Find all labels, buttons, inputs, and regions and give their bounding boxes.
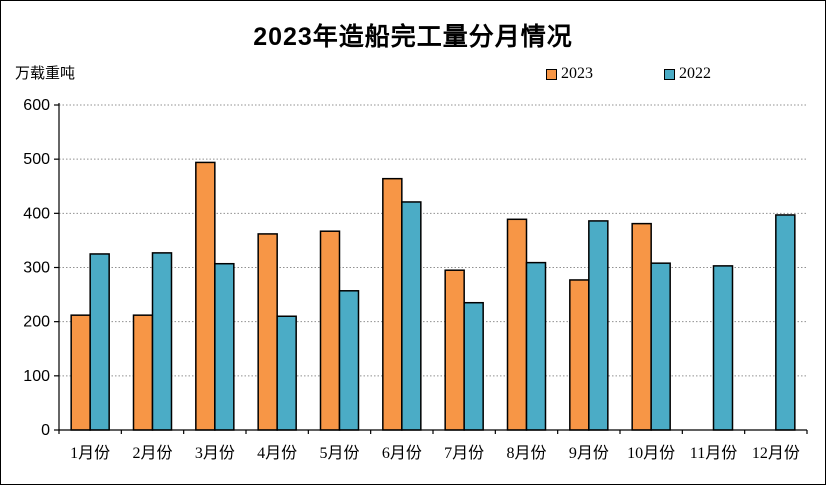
bar-2023-8月份	[506, 218, 528, 431]
bar-2022-3月份	[214, 262, 235, 431]
bar-2023-5月份	[319, 230, 341, 431]
x-category-label-11月份: 11月份	[690, 444, 737, 462]
x-category-label-5月份: 5月份	[319, 444, 359, 462]
y-axis-unit-label: 万载重吨	[15, 65, 76, 82]
bar-2023-6月份	[382, 177, 403, 431]
bar-2022-10月份	[650, 262, 671, 431]
x-category-label-4月份: 4月份	[257, 444, 297, 462]
x-category-label-10月份: 10月份	[627, 444, 675, 462]
y-tick-label-200: 200	[23, 314, 50, 331]
legend-item-2023: 2023	[546, 65, 593, 83]
bar-2022-11月份	[712, 265, 734, 431]
bar-2022-8月份	[525, 261, 547, 431]
bar-2022-5月份	[338, 290, 360, 431]
y-tick-label-400: 400	[23, 205, 50, 222]
bar-2023-2月份	[132, 314, 154, 431]
bar-2022-12月份	[775, 214, 796, 431]
bar-2022-6月份	[401, 201, 422, 431]
x-category-label-7月份: 7月份	[444, 444, 484, 462]
bar-2023-10月份	[631, 222, 652, 431]
y-tick-label-300: 300	[23, 260, 50, 277]
bar-2022-2月份	[151, 252, 173, 431]
y-tick-label-0: 0	[41, 422, 50, 439]
x-category-label-12月份: 12月份	[752, 444, 800, 462]
bar-2023-1月份	[70, 314, 91, 431]
bar-2023-9月份	[569, 279, 590, 431]
bar-2023-7月份	[444, 269, 465, 431]
x-category-label-6月份: 6月份	[382, 444, 422, 462]
bar-2022-7月份	[463, 301, 484, 431]
x-category-label-3月份: 3月份	[195, 444, 235, 462]
legend-item-2022: 2022	[664, 65, 711, 83]
legend-label-2023: 2023	[561, 65, 593, 82]
legend-label-2022: 2022	[679, 65, 711, 82]
y-tick-label-100: 100	[23, 368, 50, 385]
bar-2022-9月份	[588, 220, 609, 431]
legend-swatch-2023	[546, 68, 557, 80]
bar-2023-3月份	[195, 161, 216, 431]
x-category-label-8月份: 8月份	[506, 444, 546, 462]
chart-title: 2023年造船完工量分月情况	[253, 23, 573, 51]
bar-2022-4月份	[276, 315, 297, 431]
bar-2023-4月份	[257, 233, 278, 431]
y-tick-label-600: 600	[23, 97, 50, 114]
x-category-label-1月份: 1月份	[70, 444, 110, 462]
x-category-label-2月份: 2月份	[132, 444, 172, 462]
x-category-label-9月份: 9月份	[569, 444, 609, 462]
y-tick-label-500: 500	[23, 151, 50, 168]
legend-swatch-2022	[664, 68, 675, 80]
bar-2022-1月份	[89, 253, 110, 431]
